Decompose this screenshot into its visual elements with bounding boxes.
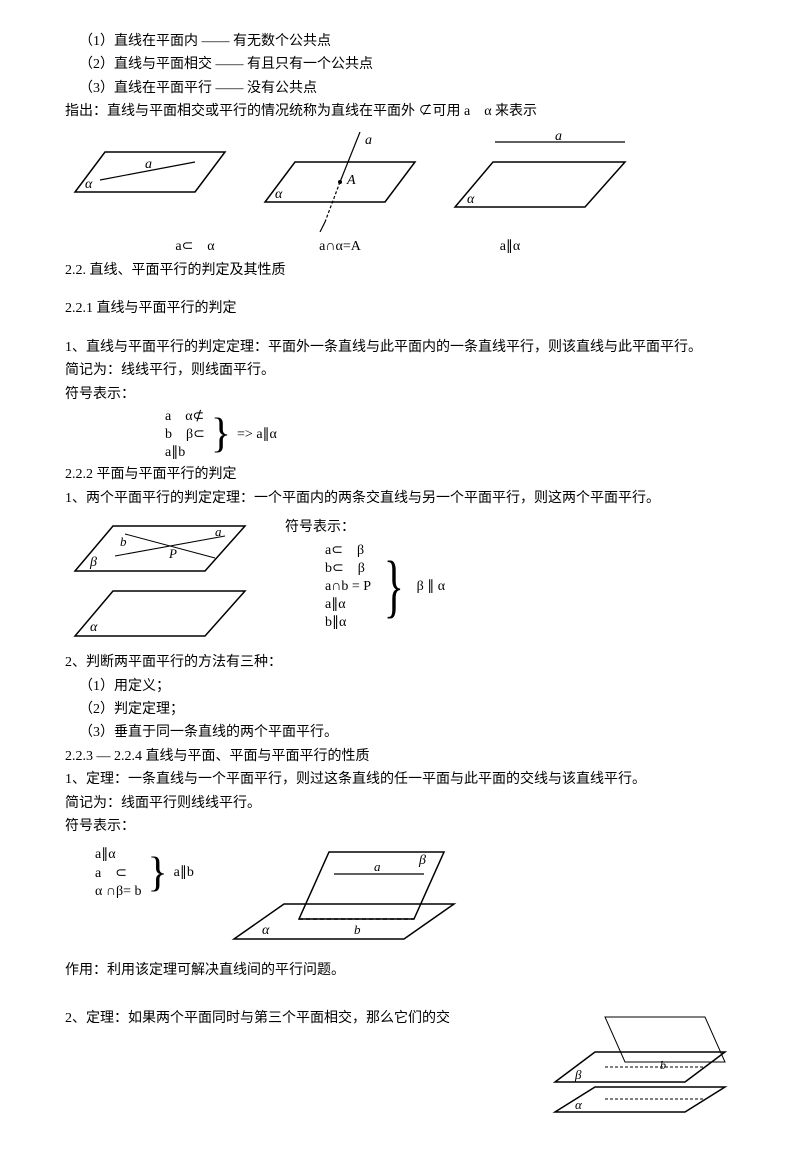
s-last-p1: 2、定理：如果两个平面同时与第三个平面相交，那么它们的交 [65,1008,515,1030]
intro-line-2: （2）直线与平面相交 —— 有且只有一个公共点 [65,54,735,76]
f221-2: b β⊂ [165,426,205,444]
brace-icon: } [384,559,404,615]
brace-icon: } [211,418,231,452]
f222-1: a⊂ β [325,542,371,560]
section-2-2-1-title: 2.2.1 直线与平面平行的判定 [65,298,735,320]
s222-q2: （2）判定定理； [65,699,735,721]
diagram-two-planes-parallel: a b P β α [65,516,255,646]
svg-text:a: a [374,859,381,874]
svg-text:α: α [90,620,98,635]
f222-result: β ∥ α [417,576,445,598]
s221-p2: 简记为：线线平行，则线面平行。 [65,360,735,382]
s221-p3: 符号表示： [65,384,735,406]
diagram-line-intersects-plane: a A α [255,132,425,232]
label-A: A [346,173,356,188]
caption-1: a⊂ α [135,236,255,258]
f222-5: b∥α [325,614,371,632]
section-2-2-2-title: 2.2.2 平面与平面平行的判定 [65,464,735,486]
label-a: a [555,132,562,144]
label-a: a [145,157,152,172]
brace-icon: } [147,857,167,891]
s222-figure-block: a b P β α 符号表示： a⊂ β b⊂ β a∩b = P a∥α b∥… [65,516,735,646]
f221-3: a∥b [165,444,205,462]
f223-2: a ⊂ [95,865,141,883]
f222-4: a∥α [325,596,371,614]
diagram-line-parallel-plane: a α [445,132,635,222]
f221-1: a α⊄ [165,408,205,426]
figure-row-1: a α a A α a α [65,132,735,232]
svg-text:α: α [575,1097,583,1112]
intro-line-3: （3）直线在平面平行 —— 没有公共点 [65,78,735,100]
label-alpha: α [467,192,475,207]
last-block: 2、定理：如果两个平面同时与第三个平面相交，那么它们的交 β b α [65,1007,735,1117]
s223-use: 作用：利用该定理可解决直线间的平行问题。 [65,960,735,982]
s222-q1: （1）用定义； [65,676,735,698]
f223-result: a∥b [174,862,194,884]
svg-text:β: β [418,853,426,868]
svg-text:b: b [354,922,361,937]
svg-text:α: α [262,923,270,938]
section-2-2-3-title: 2.2.3 — 2.2.4 直线与平面、平面与平面平行的性质 [65,746,735,768]
s221-p1: 1、直线与平面平行的判定定理：平面外一条直线与此平面内的一条直线平行，则该直线与… [65,337,735,359]
f221-result: => a∥α [237,424,277,446]
label-alpha: α [85,177,93,192]
svg-text:b: b [660,1058,666,1072]
section-2-2-title: 2.2. 直线、平面平行的判定及其性质 [65,260,735,282]
svg-text:β: β [574,1067,582,1082]
s222-q-intro: 2、判断两平面平行的方法有三种： [65,652,735,674]
intro-line-4: 指出：直线与平面相交或平行的情况统称为直线在平面外 ⊄可用 a α 来表示 [65,101,735,123]
f223-3: α ∩β= b [95,883,141,901]
s223-p2: 简记为：线面平行则线线平行。 [65,793,735,815]
caption-2: a∩α=A [255,236,425,258]
s223-figure-block: a∥α a ⊂ α ∩β= b } a∥b α β a b [65,844,735,954]
svg-text:a: a [215,524,222,539]
diagram-line-in-plane: a α [65,132,235,212]
s223-p1: 1、定理：一条直线与一个平面平行，则过这条直线的任一平面与此平面的交线与该直线平… [65,769,735,791]
intro-line-1: （1）直线在平面内 —— 有无数个公共点 [65,31,735,53]
svg-text:β: β [89,555,97,570]
f222-2: b⊂ β [325,560,371,578]
f223-1: a∥α [95,846,141,864]
formula-221: a α⊄ b β⊂ a∥b } => a∥α [65,408,735,463]
f222-3: a∩b = P [325,578,371,596]
label-alpha: α [275,187,283,202]
s222-p1: 1、两个平面平行的判定定理：一个平面内的两条交直线与另一个平面平行，则这两个平面… [65,488,735,510]
diagram-three-planes: β b α [545,1007,735,1117]
s222-sym-label: 符号表示： [285,517,445,539]
svg-text:P: P [168,546,177,561]
svg-text:b: b [120,534,127,549]
figure-captions-1: a⊂ α a∩α=A a∥α [65,236,735,258]
s222-q3: （3）垂直于同一条直线的两个平面平行。 [65,722,735,744]
label-a: a [365,133,372,148]
caption-3: a∥α [425,236,595,258]
s223-p3: 符号表示： [65,816,735,838]
diagram-line-plane-intersection: α β a b [224,844,464,954]
